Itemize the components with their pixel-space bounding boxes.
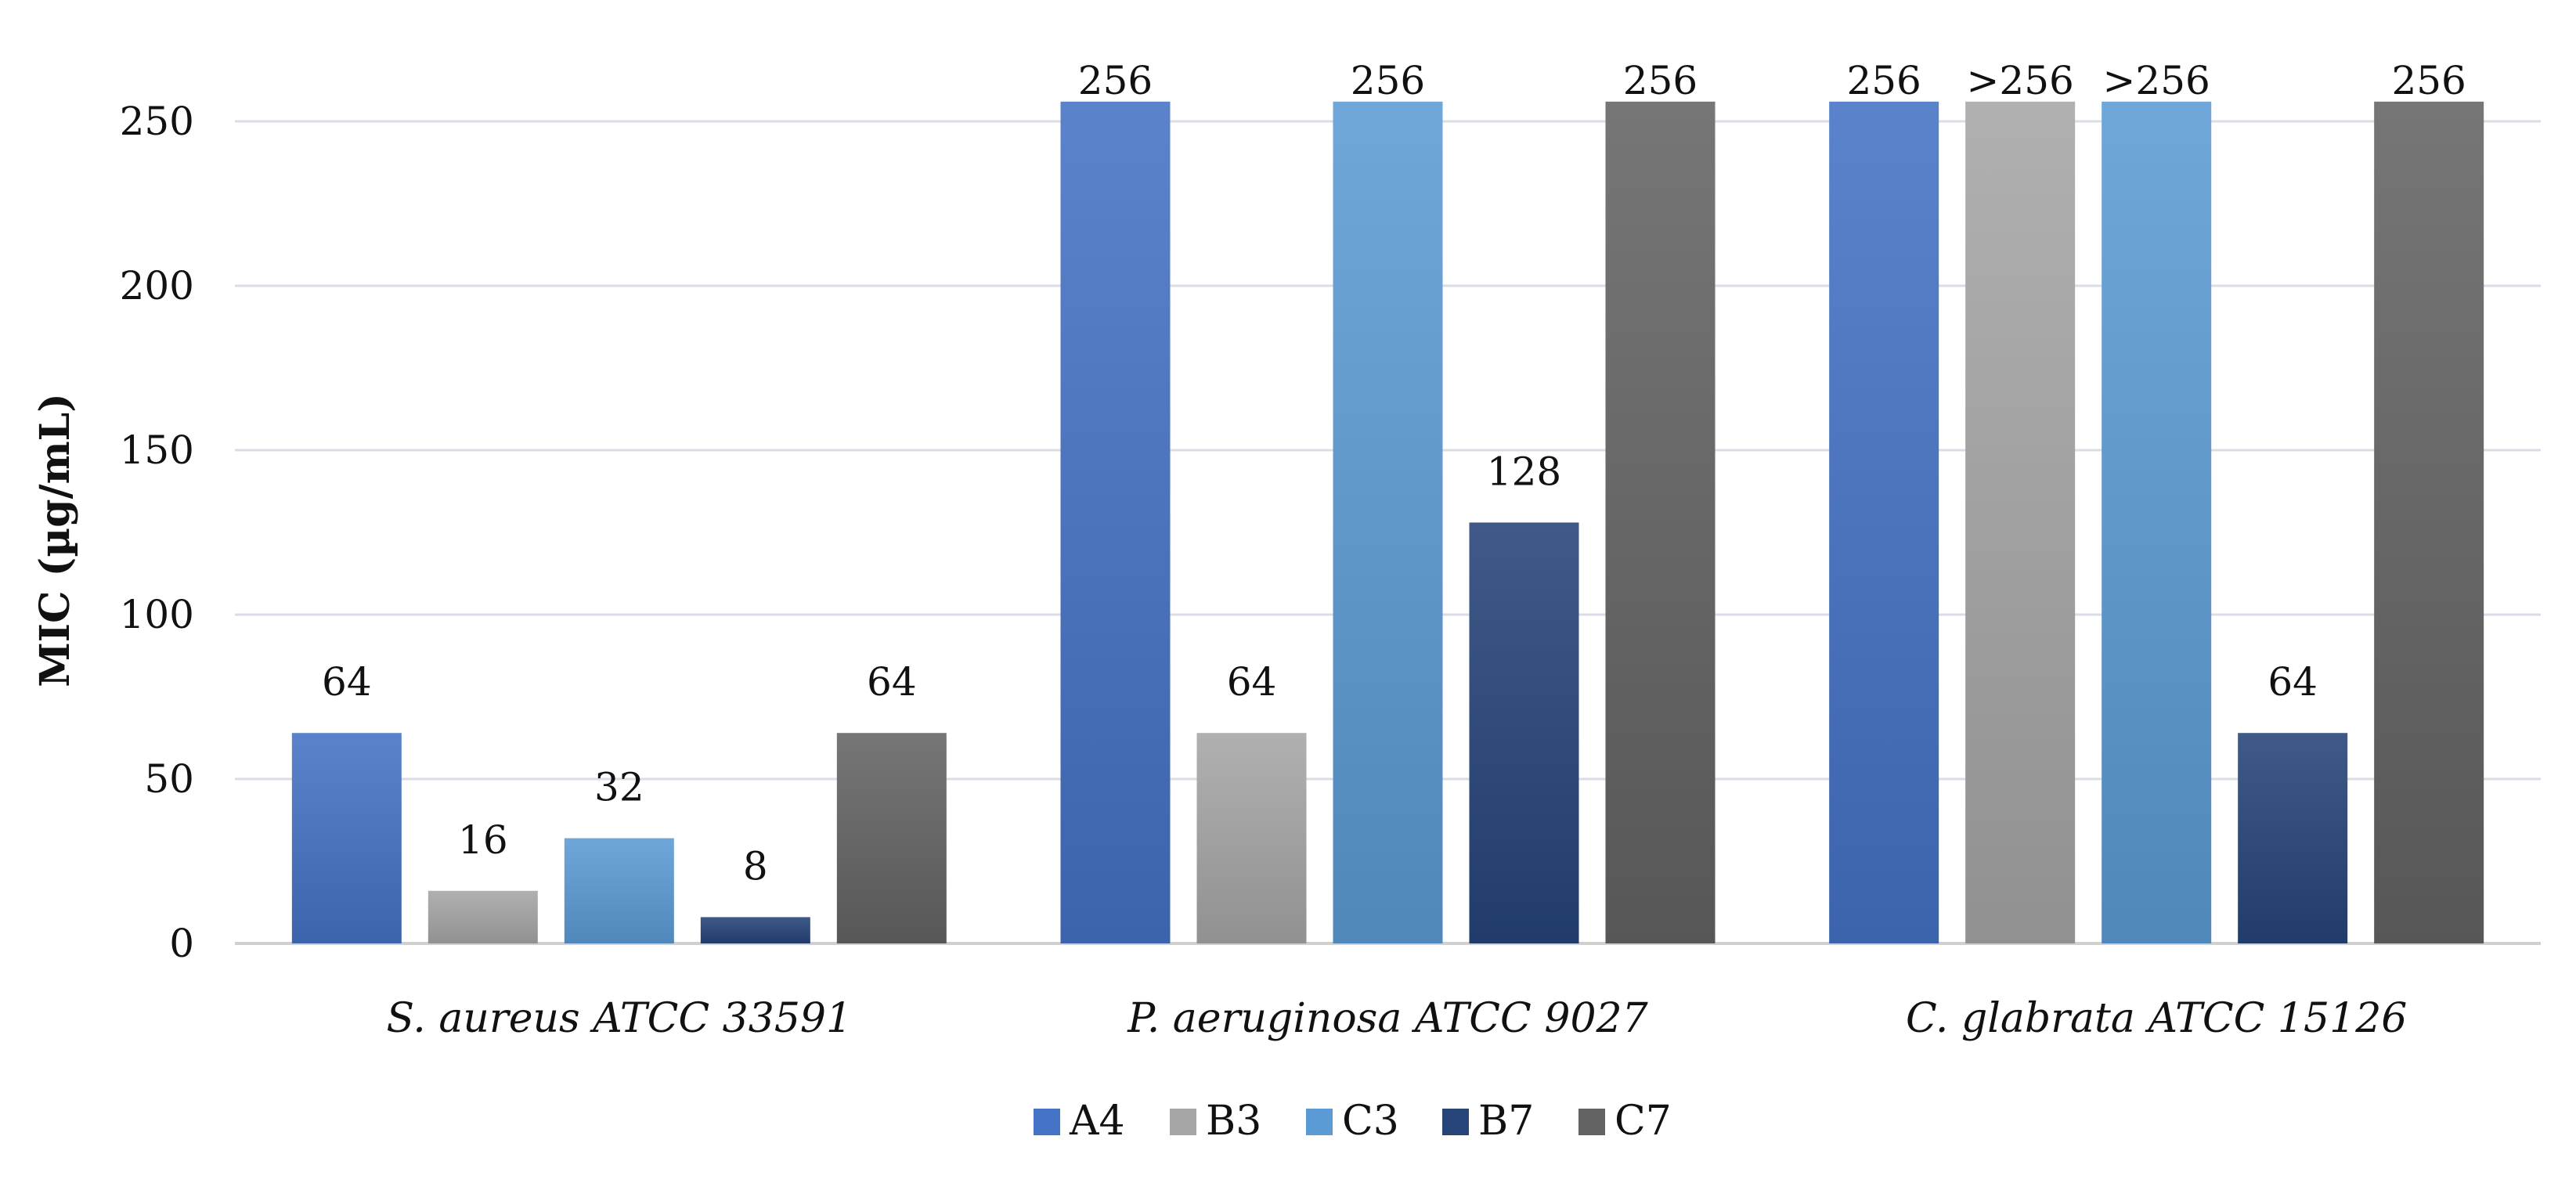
y-tick-label: 200 [120,263,194,308]
data-label: 32 [594,765,644,810]
x-category-label: P. aeruginosa ATCC 9027 [1127,995,1648,1042]
bar-a4 [1829,101,1939,943]
y-tick-label: 150 [120,427,194,473]
data-label: 16 [458,817,508,863]
legend-label: C3 [1342,1098,1399,1145]
y-tick-label: 0 [169,921,194,966]
bar-c7 [1605,101,1716,943]
legend-label: C7 [1615,1098,1672,1145]
bar-c7 [2374,101,2484,943]
bar-b7 [1469,522,1579,943]
bar-a4 [1060,101,1171,943]
data-labels: 64 16 32 8 64 256 64 256 128 256 256 >256 >256 64 256 [322,58,2466,889]
bar-c3 [564,838,674,943]
data-label: 256 [1846,58,1921,103]
bar-b3 [1196,733,1307,943]
y-tick-label: 50 [144,756,194,802]
y-tick-label: 250 [120,99,194,144]
legend-label: B3 [1206,1098,1261,1145]
bar-b3 [428,890,538,943]
bars [291,101,2484,943]
legend-swatch-b7 [1442,1109,1469,1135]
y-axis-title: MIC (µg/mL) [31,393,79,687]
legend-swatch-c3 [1306,1109,1333,1135]
x-category-label: C. glabrata ATCC 15126 [1906,995,2407,1042]
legend-swatch-a4 [1034,1109,1060,1135]
bar-b7 [700,917,810,943]
data-label: 256 [1078,58,1153,103]
data-label: 256 [1623,58,1697,103]
data-label: 64 [867,659,917,705]
data-label: 64 [2268,659,2318,705]
data-label: >256 [2102,58,2210,103]
bar-c3 [1333,101,1443,943]
data-label: >256 [1966,58,2073,103]
bar-b7 [2238,733,2348,943]
bar-b3 [1965,101,2076,943]
bar-c3 [2102,101,2212,943]
x-category-label: S. aureus ATCC 33591 [387,995,853,1042]
data-label: 256 [2391,58,2466,103]
bar-a4 [291,733,402,943]
legend-label: B7 [1478,1098,1534,1145]
data-label: 64 [322,659,372,705]
data-label: 8 [743,843,768,889]
legend-swatch-c7 [1578,1109,1605,1135]
legend-label: A4 [1069,1098,1125,1145]
legend-swatch-b3 [1170,1109,1196,1135]
data-label: 128 [1487,449,1561,494]
axes: MIC (µg/mL) 0 50 100 150 200 250 S. aureus ATC… [31,99,2407,1042]
y-tick-label: 100 [120,592,194,637]
bar-c7 [836,733,947,943]
legend: A4 B3 C3 B7 C7 [1034,1098,1672,1145]
data-label: 64 [1227,659,1277,705]
data-label: 256 [1351,58,1425,103]
